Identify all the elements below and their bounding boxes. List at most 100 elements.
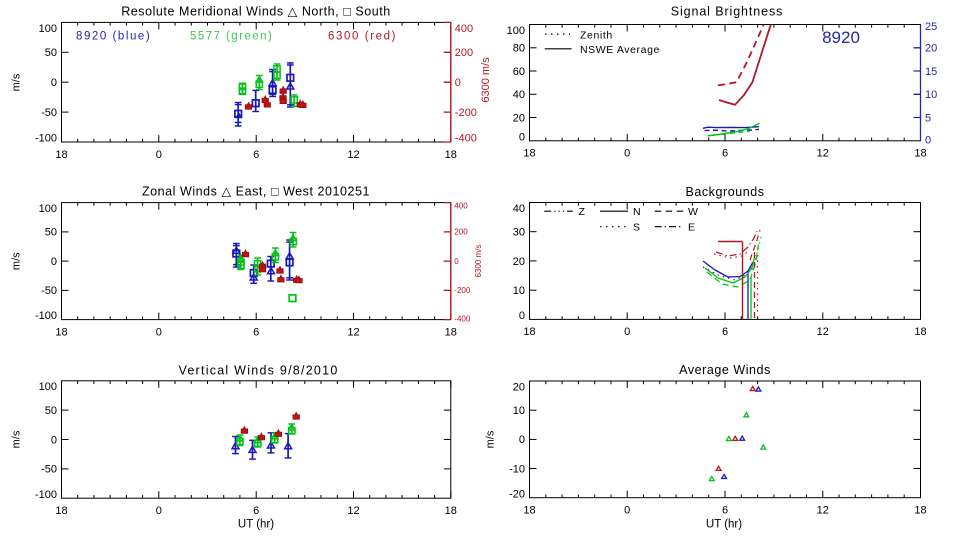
svg-text:-100: -100 — [35, 489, 57, 501]
svg-text:-20: -20 — [509, 488, 525, 500]
svg-text:0: 0 — [519, 131, 525, 143]
svg-text:12: 12 — [347, 149, 359, 161]
svg-text:10: 10 — [513, 405, 525, 417]
svg-text:18: 18 — [55, 149, 67, 161]
svg-text:200: 200 — [455, 47, 473, 59]
svg-text:0: 0 — [519, 310, 525, 322]
svg-text:0: 0 — [156, 505, 162, 517]
svg-text:-100: -100 — [35, 133, 57, 145]
svg-text:Average Winds: Average Winds — [679, 363, 771, 377]
svg-text:18: 18 — [914, 504, 926, 516]
svg-text:18: 18 — [523, 147, 535, 159]
svg-text:18: 18 — [445, 505, 457, 517]
svg-text:12: 12 — [817, 504, 829, 516]
svg-text:18: 18 — [523, 504, 535, 516]
svg-text:50: 50 — [45, 405, 57, 417]
svg-text:6300 (red): 6300 (red) — [328, 30, 397, 42]
svg-text:12: 12 — [347, 326, 359, 338]
svg-text:-10: -10 — [509, 463, 525, 475]
svg-text:80: 80 — [513, 43, 525, 55]
svg-text:0: 0 — [51, 256, 57, 268]
svg-text:5577 (green): 5577 (green) — [190, 30, 273, 42]
svg-text:8920: 8920 — [822, 28, 860, 47]
svg-text:6: 6 — [253, 326, 259, 338]
svg-text:40: 40 — [513, 203, 525, 215]
svg-text:6: 6 — [253, 505, 259, 517]
svg-text:12: 12 — [817, 147, 829, 159]
svg-text:50: 50 — [45, 47, 57, 59]
svg-text:m/s: m/s — [11, 73, 23, 91]
svg-text:-400: -400 — [454, 315, 471, 324]
svg-text:10: 10 — [925, 89, 937, 101]
svg-text:8920 (blue): 8920 (blue) — [76, 30, 151, 42]
svg-text:0: 0 — [454, 257, 459, 266]
svg-text:30: 30 — [513, 227, 525, 239]
svg-text:N: N — [633, 206, 641, 218]
svg-text:18: 18 — [445, 326, 457, 338]
svg-text:20: 20 — [925, 43, 937, 55]
svg-text:E: E — [688, 222, 695, 234]
svg-text:400: 400 — [455, 23, 473, 35]
svg-text:40: 40 — [513, 89, 525, 101]
svg-text:6300 m/s: 6300 m/s — [474, 245, 483, 278]
svg-text:Zonal Winds △ East, □ West 201: Zonal Winds △ East, □ West 2010251 — [142, 184, 370, 198]
svg-text:18: 18 — [55, 505, 67, 517]
svg-text:-50: -50 — [41, 464, 57, 476]
svg-text:UT (hr): UT (hr) — [706, 519, 742, 531]
svg-text:15: 15 — [925, 66, 937, 78]
svg-text:Backgrounds: Backgrounds — [685, 185, 764, 199]
svg-text:-400: -400 — [455, 133, 477, 145]
svg-text:0: 0 — [51, 77, 57, 89]
svg-text:10: 10 — [513, 285, 525, 297]
svg-text:18: 18 — [55, 326, 67, 338]
svg-text:S: S — [633, 222, 640, 234]
svg-text:-50: -50 — [41, 285, 57, 297]
svg-text:5: 5 — [925, 112, 931, 124]
svg-text:-200: -200 — [455, 107, 477, 119]
svg-text:Signal Brightness: Signal Brightness — [671, 5, 784, 19]
svg-text:400: 400 — [454, 202, 468, 211]
svg-text:20: 20 — [513, 381, 525, 393]
svg-text:20: 20 — [513, 112, 525, 124]
svg-text:6: 6 — [722, 326, 728, 338]
svg-text:m/s: m/s — [11, 430, 23, 448]
svg-text:100: 100 — [39, 23, 57, 35]
svg-text:18: 18 — [914, 147, 926, 159]
svg-text:-50: -50 — [41, 107, 57, 119]
svg-text:0: 0 — [455, 77, 461, 89]
svg-text:Resolute Meridional Winds △ No: Resolute Meridional Winds △ North, □ Sou… — [121, 5, 391, 19]
svg-text:12: 12 — [347, 505, 359, 517]
svg-text:6: 6 — [722, 147, 728, 159]
svg-text:200: 200 — [454, 228, 468, 237]
svg-text:0: 0 — [624, 504, 630, 516]
svg-text:NSWE Average: NSWE Average — [580, 44, 660, 56]
svg-text:100: 100 — [507, 25, 525, 37]
svg-text:Vertical Winds 9/8/2010: Vertical Winds 9/8/2010 — [178, 363, 338, 377]
svg-text:18: 18 — [445, 149, 457, 161]
svg-text:100: 100 — [39, 203, 57, 215]
svg-text:0: 0 — [51, 434, 57, 446]
svg-text:6300 m/s: 6300 m/s — [480, 57, 492, 103]
svg-text:20: 20 — [513, 256, 525, 268]
svg-text:60: 60 — [513, 66, 525, 78]
svg-text:m/s: m/s — [485, 430, 497, 448]
svg-text:0: 0 — [519, 434, 525, 446]
svg-text:Z: Z — [579, 206, 586, 218]
svg-text:25: 25 — [925, 21, 937, 33]
svg-text:18: 18 — [914, 326, 926, 338]
svg-text:m/s: m/s — [11, 252, 23, 270]
svg-text:6: 6 — [722, 504, 728, 516]
svg-text:12: 12 — [817, 326, 829, 338]
svg-text:0: 0 — [156, 149, 162, 161]
svg-text:-100: -100 — [35, 310, 57, 322]
svg-text:-200: -200 — [454, 286, 471, 295]
svg-text:0: 0 — [156, 326, 162, 338]
svg-text:Zenith: Zenith — [580, 29, 613, 41]
svg-text:0: 0 — [624, 326, 630, 338]
svg-text:50: 50 — [45, 227, 57, 239]
svg-text:18: 18 — [523, 326, 535, 338]
svg-text:UT (hr): UT (hr) — [238, 519, 274, 531]
svg-text:6: 6 — [253, 149, 259, 161]
svg-text:0: 0 — [925, 135, 931, 147]
svg-text:0: 0 — [624, 147, 630, 159]
